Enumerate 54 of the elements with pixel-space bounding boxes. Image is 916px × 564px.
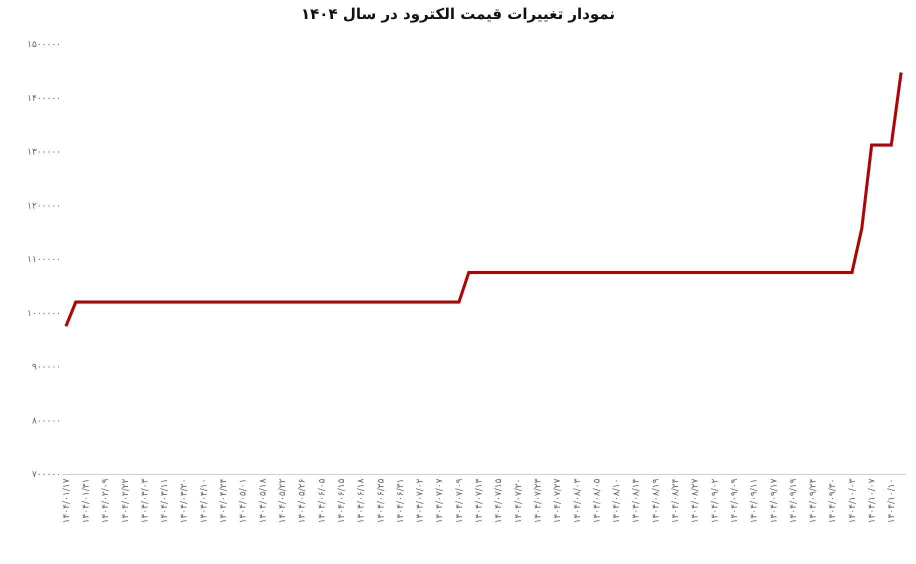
x-tick-label: ۱۴۰۴/۰۸/۲۴: [671, 478, 682, 524]
x-tick-label: ۱۴۰۴/۰۲/۲۲: [120, 478, 131, 524]
x-tick-label: ۱۴۰۴/۰۹/۱۹: [788, 478, 799, 524]
x-tick-label: ۱۴۰۴/۰۹/۰۹: [730, 478, 740, 524]
x-tick-label: ۱۴۰۴/۰۴/۲۴: [219, 478, 230, 524]
x-tick-label: ۱۴۰۴/۰۷/۰۹: [454, 478, 465, 524]
x-tick-label: ۱۴۰۴/۰۳/۲۰: [180, 478, 190, 524]
x-tick-label: ۱۴۰۴/۰۶/۳۱: [396, 478, 406, 524]
x-tick-label: ۱۴۰۴/۰۸/۰۵: [592, 478, 602, 524]
chart-title: نمودار تغییرات قیمت الکترود در سال ۱۴۰۴: [300, 4, 616, 23]
x-tick-label: ۱۴۰۴/۰۲/۰۹: [101, 478, 112, 524]
x-tick-label: ۱۴۰۴/۰۷/۲۰: [514, 478, 524, 524]
x-tick-label: ۱۴۰۴/۰۷/۱۵: [494, 478, 504, 524]
x-tick-label: ۱۴۰۴/۰۶/۱۸: [356, 478, 367, 524]
x-tick-label: ۱۴۰۴/۰۵/۱۸: [258, 478, 268, 524]
y-tick-label: ۱۱۰۰۰۰۰: [27, 255, 61, 266]
x-tick-label: ۱۴۰۴/۰۳/۱۱: [160, 478, 170, 524]
y-tick-label: ۸۰۰۰۰۰: [32, 416, 61, 426]
y-tick-label: ۷۰۰۰۰۰: [32, 470, 61, 480]
x-tick-label: ۱۴۰۴/۰۶/۰۵: [317, 478, 328, 524]
x-tick-label: ۱۴۰۴/۰۵/۲۶: [298, 478, 308, 524]
x-tick-label: ۱۴۰۴/۰۷/۱۳: [474, 478, 485, 524]
x-tick-label: ۱۴۰۴/۰۹/۲۴: [808, 478, 819, 524]
x-tick-label: ۱۴۰۴/۰۹/۱۷: [769, 478, 780, 524]
x-tick-label: ۱۴۰۴/۱۰/۰۳: [848, 478, 858, 524]
x-tick-label: ۱۴۰۴/۰۷/۲۷: [553, 478, 564, 524]
y-tick-label: ۱۲۰۰۰۰۰: [27, 201, 61, 212]
x-tick-label: ۱۴۰۴/۰۸/۲۷: [690, 478, 701, 524]
y-tick-label: ۱۰۰۰۰۰۰: [27, 308, 61, 319]
y-tick-label: ۹۰۰۰۰۰: [32, 362, 61, 373]
x-tick-label: ۱۴۰۴/۰۳/۰۳: [140, 478, 150, 524]
x-tick-label: ۱۴۰۴/۰۸/۱۰: [612, 478, 622, 524]
line-series: [64, 70, 903, 328]
x-tick-label: ۱۴۰۴/۰۶/۲۵: [376, 478, 386, 524]
x-tick-label: ۱۴۰۴/۰۹/۱۱: [750, 478, 760, 524]
x-tick-label: ۱۴۰۴/۰۱/۱۷: [62, 478, 72, 524]
x-tick-label: ۱۴۰۴/۰۵/۲۲: [278, 478, 288, 524]
x-tick-label: ۱۴۰۴/۰۷/۲۳: [533, 478, 544, 524]
x-tick-label: ۱۴۰۴/۰۸/۱۴: [632, 478, 642, 524]
x-tick-label: ۱۴۰۴/۰۹/۰۲: [710, 478, 720, 524]
x-tick-label: ۱۴۰۴/۰۸/۱۹: [651, 478, 662, 524]
x-tick-label: ۱۴۰۴/۰۵/۰۱: [238, 478, 249, 524]
x-tick-label: ۱۴۰۴/۰۷/۰۷: [435, 478, 446, 524]
x-tick-label: ۱۴۰۴/۰۹/۳۰: [828, 478, 838, 524]
x-tick-label: ۱۴۰۴/۰۴/۱۰: [199, 478, 210, 524]
y-tick-label: ۱۵۰۰۰۰۰: [27, 40, 61, 50]
y-tick-label: ۱۳۰۰۰۰۰: [27, 148, 61, 158]
x-tick-label: ۱۴۰۴/۰۱/۳۱: [82, 478, 92, 524]
x-tick-label: ۱۴۰۴/۰۸/۰۳: [572, 478, 583, 524]
x-tick-label: ۱۴۰۴/۰۶/۱۵: [336, 478, 347, 524]
y-tick-label: ۱۴۰۰۰۰۰: [27, 94, 61, 104]
x-tick-label: ۱۴۰۴/۱۰/۱۰: [887, 478, 898, 524]
x-tick-label: ۱۴۰۴/۱۰/۰۷: [868, 478, 878, 524]
x-tick-label: ۱۴۰۴/۰۷/۰۲: [416, 478, 426, 524]
